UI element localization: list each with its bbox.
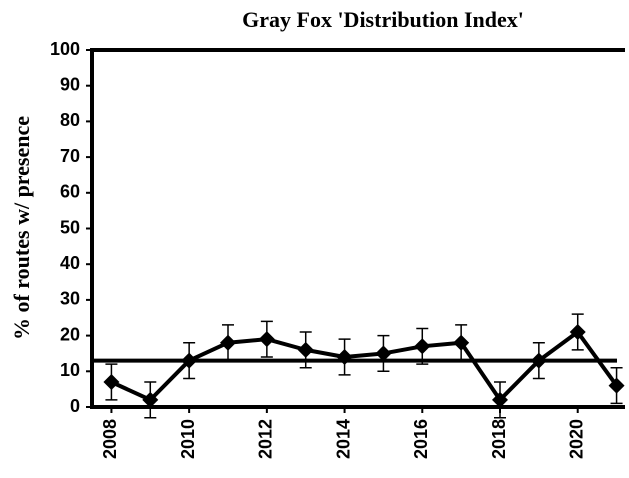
data-marker bbox=[336, 349, 353, 366]
y-tick-label: 100 bbox=[50, 39, 80, 59]
data-marker bbox=[608, 377, 625, 394]
y-tick-label: 30 bbox=[60, 289, 80, 309]
data-marker bbox=[258, 331, 275, 348]
data-marker bbox=[103, 374, 120, 391]
data-marker bbox=[220, 334, 236, 351]
data-marker bbox=[492, 391, 508, 408]
x-tick-label: 2012 bbox=[256, 419, 276, 459]
data-marker bbox=[142, 391, 159, 408]
y-tick-label: 20 bbox=[60, 324, 80, 344]
y-tick-label: 60 bbox=[60, 182, 80, 202]
data-marker bbox=[530, 352, 547, 369]
chart-title: Gray Fox 'Distribution Index' bbox=[242, 7, 524, 32]
data-marker bbox=[569, 324, 586, 341]
y-tick-label: 40 bbox=[60, 253, 80, 273]
y-tick-label: 70 bbox=[60, 146, 80, 166]
data-marker bbox=[181, 352, 198, 369]
x-tick-label: 2010 bbox=[178, 419, 198, 459]
data-marker bbox=[453, 334, 470, 351]
x-tick-label: 2008 bbox=[100, 419, 120, 459]
x-tick-label: 2018 bbox=[489, 419, 509, 459]
data-marker bbox=[414, 338, 431, 355]
x-tick-label: 2016 bbox=[411, 419, 431, 459]
y-tick-label: 50 bbox=[60, 217, 80, 237]
data-line bbox=[110, 330, 619, 402]
y-tick-label: 90 bbox=[60, 74, 80, 94]
data-marker bbox=[297, 341, 314, 358]
x-tick-label: 2020 bbox=[566, 419, 586, 459]
x-tick-label: 2014 bbox=[333, 419, 353, 459]
y-tick-label: 10 bbox=[60, 360, 80, 380]
y-axis-label: % of routes w/ presence bbox=[9, 116, 34, 340]
y-tick-label: 0 bbox=[70, 396, 80, 416]
data-marker bbox=[375, 345, 392, 362]
y-tick-label: 80 bbox=[60, 110, 80, 130]
